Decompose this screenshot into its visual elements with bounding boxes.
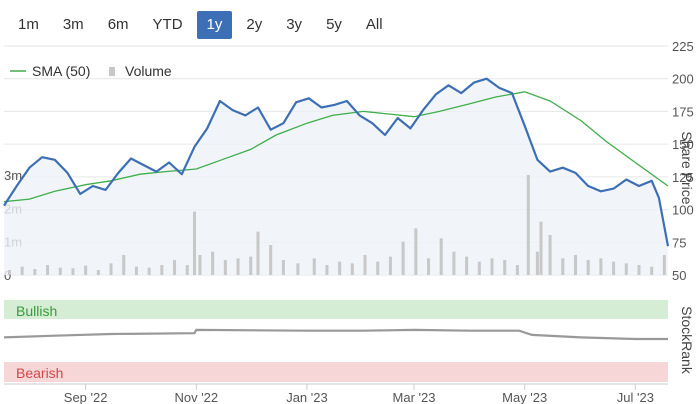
volume-bar <box>160 265 164 275</box>
x-tick-label: May '23 <box>502 390 547 404</box>
range-tab-5y[interactable]: 5y <box>326 16 342 33</box>
price-line <box>3 77 670 247</box>
y-tick-label: 200 <box>672 72 694 87</box>
volume-bar <box>296 263 300 275</box>
volume-bar <box>192 211 196 275</box>
stockrank-panel: Bullish Bearish StockRank <box>3 300 695 382</box>
range-tab-1m[interactable]: 1m <box>18 16 39 33</box>
volume-bar <box>452 251 456 275</box>
volume-bar <box>33 269 37 275</box>
volume-bar <box>573 255 577 275</box>
volume-bar <box>173 260 177 275</box>
volume-bar <box>515 265 519 275</box>
volume-bar <box>269 245 273 275</box>
volume-bar <box>46 265 50 275</box>
x-axis: Sep '22 Nov '22 Jan '23 Mar '23 May '23 Jul '… <box>4 383 668 404</box>
volume-bar <box>401 241 405 275</box>
volume-bar <box>350 263 354 275</box>
stockrank-axis-title: StockRank <box>679 306 695 375</box>
volume-bar <box>376 261 380 275</box>
legend-volume-swatch <box>109 67 115 76</box>
volume-bar <box>465 256 469 275</box>
volume-bar <box>650 266 654 275</box>
volume-bar <box>147 267 151 275</box>
range-tab-1y[interactable]: 1y <box>196 11 233 39</box>
volume-bar <box>134 266 138 275</box>
volume-bar <box>414 228 418 275</box>
y-tick-label: 75 <box>672 235 686 250</box>
range-tabs: 1m 3m 6m YTD 1y 2y 3y 5y All <box>8 10 397 40</box>
volume-bar <box>490 258 494 275</box>
stockrank-line <box>3 328 668 341</box>
x-tick-label: Nov '22 <box>174 390 218 404</box>
price-panel: 22520017515012510075503m2m1m0SMA (50)Vol… <box>3 39 695 283</box>
volume-bar <box>281 260 285 275</box>
volume-bar <box>526 175 530 275</box>
volume-bar <box>662 255 666 275</box>
volume-bar <box>539 221 543 275</box>
volume-bar <box>185 265 189 275</box>
volume-bar <box>7 270 11 275</box>
bullish-label: Bullish <box>16 303 57 319</box>
y-tick-label: 150 <box>672 137 694 152</box>
volume-bar <box>249 256 253 275</box>
x-tick-label: Jan '23 <box>286 390 328 404</box>
volume-bar <box>535 251 539 275</box>
volume-bar <box>561 258 565 275</box>
volume-bar <box>586 260 590 275</box>
legend-sma-label: SMA (50) <box>32 63 90 79</box>
volume-bar <box>122 255 126 275</box>
range-tab-ytd[interactable]: YTD <box>152 16 183 33</box>
volume-bar <box>637 265 641 275</box>
volume-bar <box>84 265 88 275</box>
volume-bar <box>477 261 481 275</box>
bullish-band <box>4 300 668 319</box>
volume-bar <box>599 258 603 275</box>
volume-bar <box>256 231 260 275</box>
y-tick-label: 125 <box>672 170 694 185</box>
y-tick-label: 175 <box>672 104 694 119</box>
volume-bar <box>338 261 342 275</box>
volume-bar <box>58 267 62 275</box>
volume-bar <box>96 270 100 275</box>
volume-bar <box>503 260 507 275</box>
range-tab-3m[interactable]: 3m <box>62 16 84 33</box>
range-tab-2y[interactable]: 2y <box>246 16 263 33</box>
share-price-axis-title: Share Price <box>679 131 695 204</box>
volume-bar <box>198 255 202 275</box>
x-tick-label: Jul '23 <box>617 390 654 404</box>
range-tab-3y[interactable]: 3y <box>286 16 303 33</box>
y-tick-label: 100 <box>672 203 694 218</box>
price-area <box>4 78 668 275</box>
bearish-label: Bearish <box>16 365 63 381</box>
volume-tick-label: 3m <box>4 168 22 183</box>
volume-bar <box>109 263 113 275</box>
range-tab-6m[interactable]: 6m <box>107 16 129 33</box>
range-tab-all[interactable]: All <box>365 16 383 33</box>
volume-bar <box>71 268 75 275</box>
y-tick-label: 225 <box>672 39 694 54</box>
volume-bar <box>236 258 240 275</box>
volume-bar <box>211 251 215 275</box>
volume-bar <box>363 255 367 275</box>
volume-bar <box>20 266 24 275</box>
volume-bar <box>223 260 227 275</box>
volume-bar <box>439 238 443 275</box>
volume-bar <box>624 263 628 275</box>
x-tick-label: Mar '23 <box>393 390 436 404</box>
volume-tick-label: 0 <box>4 268 11 283</box>
y-tick-label: 50 <box>672 268 686 283</box>
volume-bar <box>388 256 392 275</box>
bearish-band <box>4 362 668 382</box>
volume-bar <box>548 235 552 275</box>
legend-volume-label: Volume <box>125 63 172 79</box>
sma-line <box>3 91 669 203</box>
x-tick-label: Sep '22 <box>64 390 108 404</box>
volume-bar <box>427 258 431 275</box>
volume-bar <box>312 258 316 275</box>
volume-bar <box>612 261 616 275</box>
volume-bar <box>325 265 329 275</box>
